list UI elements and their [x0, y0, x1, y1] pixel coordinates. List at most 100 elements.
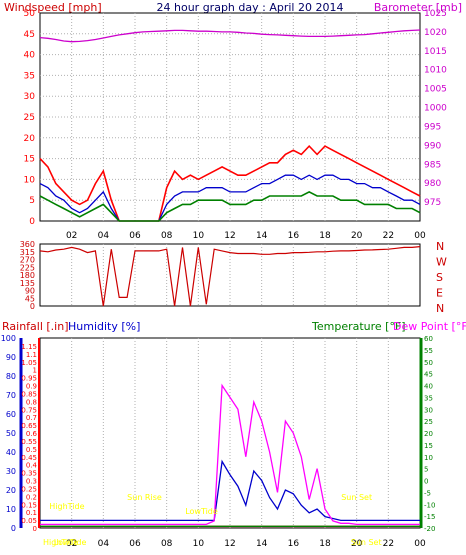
- dewpoint-line: [40, 383, 420, 526]
- humidity-tick-label: 80: [6, 372, 16, 381]
- barometer-tick-label: 1000: [424, 104, 447, 114]
- x-tick-label-weather: 00: [414, 539, 426, 549]
- humidity-tick-label: 10: [6, 505, 16, 514]
- tick-label-layer: 0202040406060808101012121414161618182020…: [1, 9, 447, 549]
- temperature-tick-label: 30: [424, 406, 433, 414]
- rainfall-tick-label: 0.05: [21, 517, 37, 525]
- x-tick-label-wind: 12: [224, 231, 235, 241]
- temperature-tick-label: 60: [424, 335, 433, 343]
- rainfall-tick-label: 0.7: [26, 414, 37, 422]
- rainfall-tick-label: 1: [33, 367, 37, 375]
- humidity-tick-label: 70: [6, 391, 16, 400]
- wind-average-line: [39, 174, 421, 222]
- rainfall-tick-label: 0.95: [21, 375, 37, 383]
- rainfall-tick-label: 0.35: [21, 470, 37, 478]
- temperature-tick-label: -15: [424, 513, 435, 521]
- temperature-tick-label: 40: [424, 383, 433, 391]
- humidity-tick-label: 100: [1, 334, 16, 343]
- x-tick-label-weather: 12: [224, 539, 235, 549]
- temperature-tick-label: 35: [424, 394, 433, 402]
- x-tick-label-wind: 18: [319, 231, 331, 241]
- barometer-tick-label: 975: [424, 198, 441, 208]
- windspeed-tick-label: 35: [24, 71, 35, 81]
- barometer-tick-label: 985: [424, 160, 441, 170]
- barometer-tick-label: 1025: [424, 9, 447, 19]
- windspeed-tick-label: 25: [24, 113, 35, 123]
- windspeed-tick-label: 10: [24, 175, 36, 185]
- chart-title: 24 hour graph day : April 20 2014: [157, 1, 344, 14]
- x-tick-label-wind: 02: [66, 231, 77, 241]
- event-annotation: LowTide: [185, 507, 218, 516]
- rainfall-tick-label: 0.6: [26, 430, 38, 438]
- direction-tick-label: 225: [20, 263, 35, 272]
- windspeed-tick-label: 45: [24, 30, 35, 40]
- temperature-tick-label: -10: [424, 501, 435, 509]
- x-tick-label-weather: 06: [129, 539, 141, 549]
- event-annotation: Sun Set: [341, 493, 372, 502]
- barometer-tick-label: 1020: [424, 28, 447, 38]
- rainfall-tick-label: 0.4: [26, 462, 38, 470]
- x-tick-label-weather: 10: [193, 539, 205, 549]
- temperature-tick-label: 15: [424, 442, 433, 450]
- barometer-line: [39, 29, 421, 43]
- rainfall-tick-label: 0.2: [26, 493, 37, 501]
- temperature-tick-label: 10: [424, 454, 433, 462]
- x-tick-label-wind: 04: [98, 231, 110, 241]
- temperature-tick-label: 45: [424, 371, 433, 379]
- event-annotation: Sun Set: [351, 538, 382, 547]
- event-annotation: Sun Rise: [127, 493, 162, 502]
- series-layer: [39, 29, 421, 528]
- x-tick-label-wind: 10: [193, 231, 205, 241]
- x-tick-label-weather: 08: [161, 539, 173, 549]
- direction-tick-label: 135: [20, 279, 35, 288]
- dewpoint-axis-title: Dew Point [°F]: [393, 320, 466, 333]
- rainfall-tick-label: 1.15: [21, 343, 37, 351]
- direction-tick-label: 0: [30, 302, 35, 311]
- direction-tick-label: 180: [20, 271, 35, 280]
- humidity-tick-label: 30: [6, 467, 16, 476]
- windspeed-tick-label: 15: [24, 155, 35, 165]
- barometer-tick-label: 1010: [424, 66, 447, 76]
- rainfall-tick-label: 0.75: [21, 406, 37, 414]
- compass-label: N: [436, 302, 444, 315]
- x-tick-label-weather: 18: [319, 539, 331, 549]
- compass-label: N: [436, 240, 444, 253]
- barometer-tick-label: 990: [424, 141, 441, 151]
- rainfall-tick-label: 0: [33, 525, 37, 533]
- temperature-tick-label: 50: [424, 359, 433, 367]
- x-tick-label-wind: 20: [351, 231, 363, 241]
- rainfall-axis-title: Rainfall [.in]: [2, 320, 69, 333]
- humidity-tick-label: 50: [6, 429, 16, 438]
- direction-tick-label: 270: [20, 256, 35, 265]
- windspeed-tick-label: 50: [24, 9, 36, 19]
- x-tick-label-wind: 14: [256, 231, 268, 241]
- barometer-tick-label: 980: [424, 179, 441, 189]
- rainfall-tick-label: 1.05: [21, 359, 37, 367]
- temperature-tick-label: 0: [424, 478, 428, 486]
- rainfall-tick-label: 0.1: [26, 509, 37, 517]
- temperature-tick-label: 5: [424, 466, 428, 474]
- wind-low-line: [39, 190, 421, 222]
- barometer-tick-label: 995: [424, 122, 441, 132]
- temperature-tick-label: 20: [424, 430, 433, 438]
- x-tick-label-weather: 04: [98, 539, 110, 549]
- x-tick-label-wind: 06: [129, 231, 141, 241]
- windspeed-tick-label: 5: [29, 196, 35, 206]
- rainfall-tick-label: 0.15: [21, 501, 37, 509]
- rainfall-tick-label: 0.55: [21, 438, 37, 446]
- rainfall-tick-label: 0.5: [26, 446, 37, 454]
- compass-label: E: [436, 287, 443, 300]
- windspeed-line: [39, 144, 421, 222]
- compass-label: W: [436, 256, 447, 269]
- humidity-tick-label: 20: [6, 486, 16, 495]
- x-tick-label-wind: 16: [288, 231, 300, 241]
- event-annotation: HighTide: [49, 502, 84, 511]
- barometer-tick-label: 1015: [424, 47, 447, 57]
- grid-layer: [19, 13, 423, 528]
- temperature-tick-label: 55: [424, 347, 433, 355]
- temperature-tick-label: -20: [424, 525, 435, 533]
- x-tick-label-weather: 20: [351, 539, 363, 549]
- x-tick-label-weather: 14: [256, 539, 268, 549]
